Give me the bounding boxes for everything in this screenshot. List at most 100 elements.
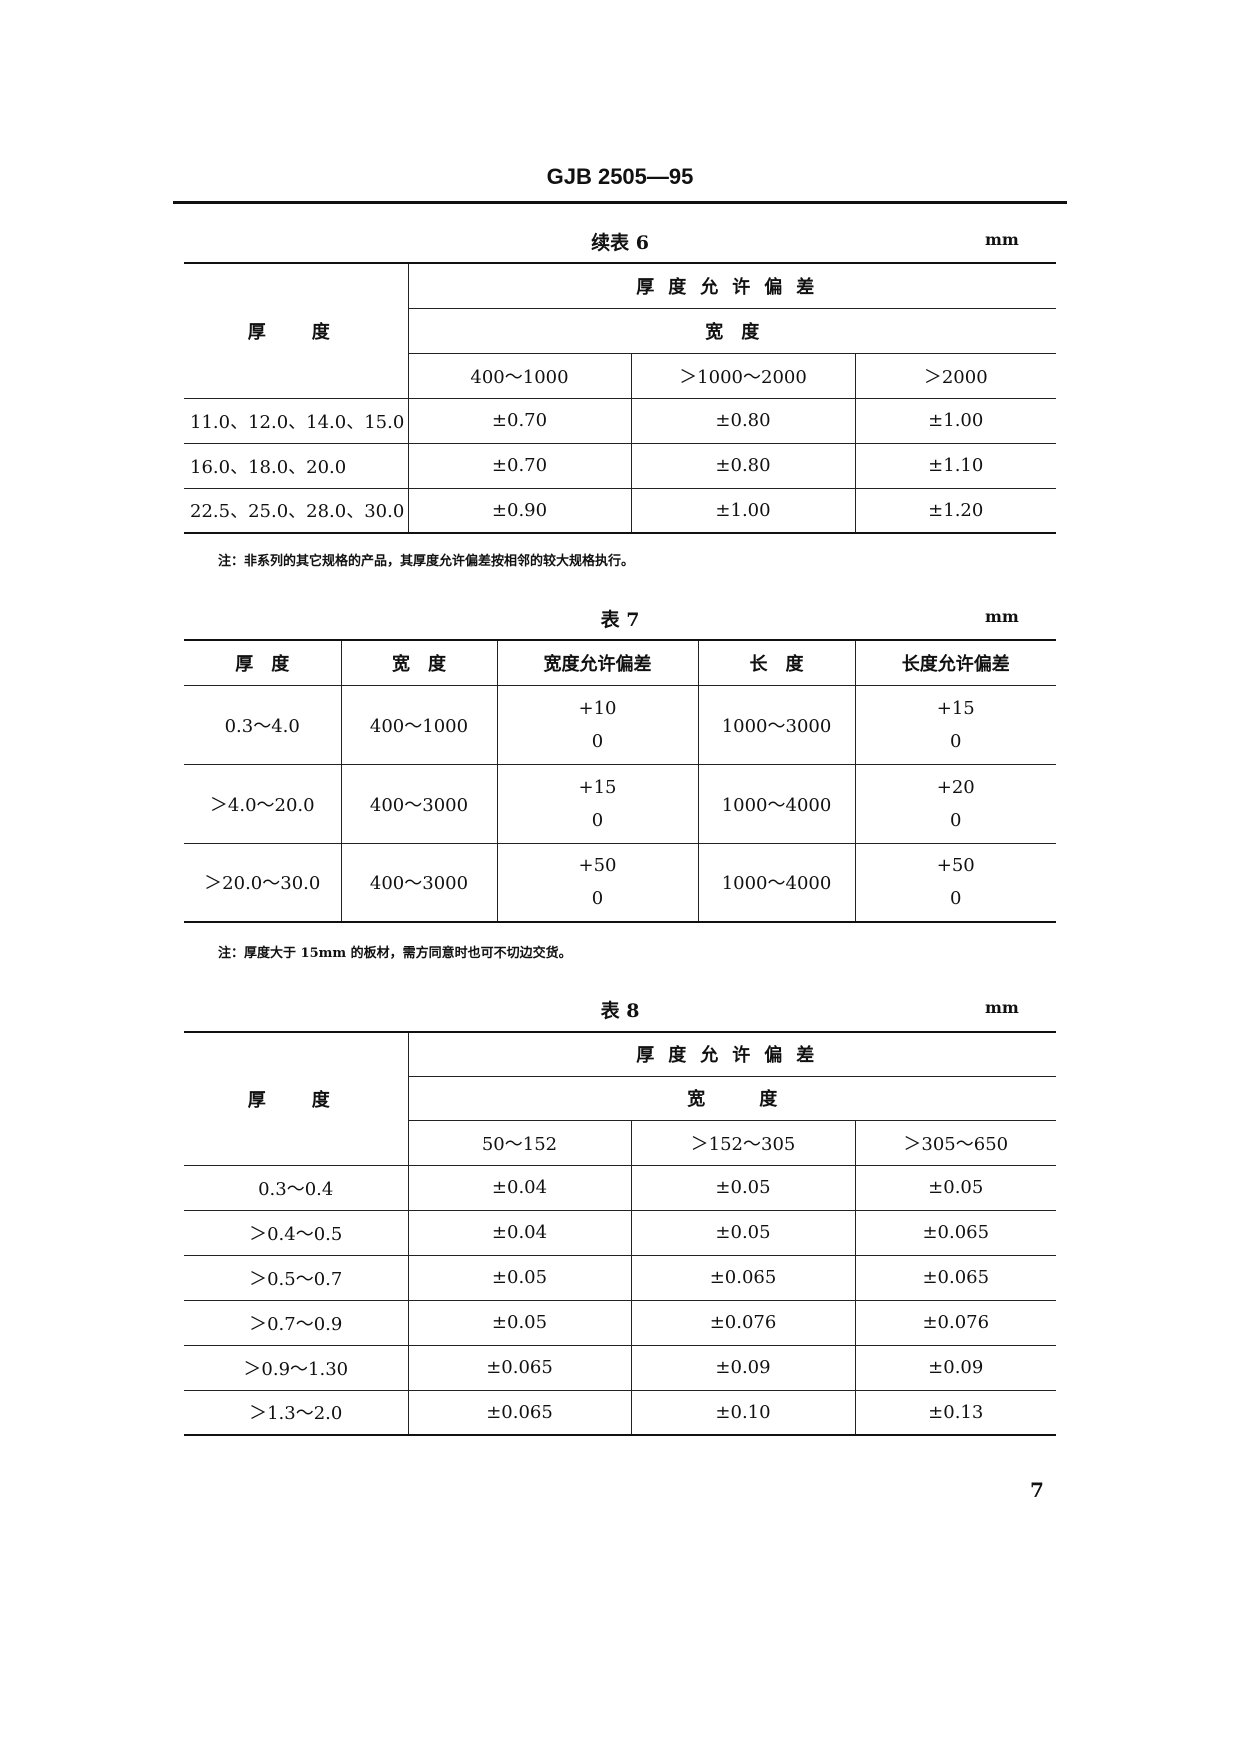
- value-cell: ±0.80: [630, 397, 856, 444]
- table-row: ＞20.0～30.0 400～3000 +50 0 1000～4000 +50 0: [184, 842, 1056, 923]
- table6-subgroup-header: 宽 度: [408, 307, 1057, 354]
- value-cell: ±1.00: [854, 397, 1057, 444]
- table7: 厚 度 宽 度 宽度允许偏差 长 度 长度允许偏差 0.3～4.0 400～10…: [184, 639, 1056, 923]
- thickness-cell: ＞0.9～1.30: [184, 1344, 409, 1391]
- lower-tolerance: 0: [950, 809, 962, 831]
- table-row: ＞1.3～2.0 ±0.065 ±0.10 ±0.13: [184, 1389, 1057, 1436]
- table-row: ＞4.0～20.0 400～3000 +15 0 1000～4000 +20 0: [184, 763, 1056, 844]
- thickness-cell: ＞1.3～2.0: [184, 1389, 409, 1436]
- table-row: ＞0.5～0.7 ±0.05 ±0.065 ±0.065: [184, 1254, 1057, 1301]
- upper-tolerance: +15: [936, 697, 975, 719]
- value-cell: ±0.05: [407, 1299, 632, 1346]
- length-cell: 1000～3000: [697, 684, 856, 765]
- table7-title: 表 7: [600, 609, 640, 631]
- value-cell: ±0.04: [407, 1209, 632, 1256]
- width-cell: 400～3000: [340, 842, 498, 923]
- table6-note: 注：非系列的其它规格的产品，其厚度允许偏差按相邻的较大规格执行。: [218, 554, 635, 569]
- table6-width-col: 400～1000: [408, 352, 632, 399]
- table6-title: 续表 6: [591, 232, 649, 254]
- value-cell: ±0.05: [630, 1164, 856, 1211]
- document-header: GJB 2505—95: [546, 164, 694, 189]
- table-row: 0.3～0.4 ±0.04 ±0.05 ±0.05: [184, 1164, 1057, 1211]
- table-row: ＞0.9～1.30 ±0.065 ±0.09 ±0.09: [184, 1344, 1057, 1391]
- table-row: ＞0.7～0.9 ±0.05 ±0.076 ±0.076: [184, 1299, 1057, 1346]
- lower-tolerance: 0: [950, 888, 962, 910]
- length-cell: 1000～4000: [697, 763, 856, 844]
- upper-tolerance: +20: [936, 776, 975, 798]
- table8-col-thickness: 厚 度: [184, 1031, 409, 1166]
- table7-header: 厚 度: [184, 639, 342, 686]
- table6-group-header: 厚度允许偏差: [407, 262, 1057, 309]
- value-cell: ±0.05: [854, 1164, 1057, 1211]
- length-cell: 1000～4000: [697, 842, 856, 923]
- table-row: 11.0、12.0、14.0、15.0 ±0.70 ±0.80 ±1.00: [184, 397, 1057, 444]
- length-tolerance-cell: +50 0: [854, 842, 1056, 923]
- page-number: 7: [1030, 1478, 1044, 1502]
- lower-tolerance: 0: [591, 730, 604, 752]
- lower-tolerance: 0: [950, 730, 962, 752]
- table6-width-col: ＞2000: [854, 352, 1057, 399]
- table8-subgroup-header: 宽 度: [408, 1075, 1057, 1121]
- width-tolerance-cell: +15 0: [496, 763, 699, 844]
- value-cell: ±0.70: [407, 442, 632, 489]
- table-row: 0.3～4.0 400～1000 +10 0 1000～3000 +15 0: [184, 684, 1056, 765]
- thickness-cell: 16.0、18.0、20.0: [184, 442, 409, 489]
- table6: 厚 度 厚度允许偏差 宽 度 400～1000 ＞1000～2000 ＞2000…: [184, 262, 1057, 534]
- upper-tolerance: +15: [578, 776, 617, 798]
- value-cell: ±0.70: [407, 397, 632, 444]
- table8-unit: mm: [985, 998, 1019, 1017]
- value-cell: ±0.076: [630, 1299, 856, 1346]
- value-cell: ±0.04: [407, 1164, 632, 1211]
- length-tolerance-cell: +20 0: [854, 763, 1056, 844]
- thickness-cell: ＞20.0～30.0: [184, 842, 342, 923]
- header-rule: [173, 201, 1067, 204]
- thickness-cell: 0.3～0.4: [184, 1164, 409, 1211]
- table7-header: 宽度允许偏差: [496, 639, 699, 686]
- value-cell: ±0.05: [630, 1209, 856, 1256]
- table-row: ＞0.4～0.5 ±0.04 ±0.05 ±0.065: [184, 1209, 1057, 1256]
- table7-unit: mm: [985, 607, 1019, 626]
- value-cell: ±0.13: [854, 1389, 1057, 1436]
- table8: 厚 度 厚度允许偏差 宽 度 50～152 ＞152～305 ＞305～650 …: [184, 1031, 1057, 1436]
- value-cell: ±0.065: [854, 1209, 1057, 1256]
- lower-tolerance: 0: [591, 809, 604, 831]
- table8-group-header: 厚度允许偏差: [407, 1031, 1057, 1077]
- value-cell: ±0.05: [407, 1254, 632, 1301]
- table8-width-col: ＞305～650: [854, 1119, 1057, 1166]
- width-cell: 400～3000: [340, 763, 498, 844]
- value-cell: ±1.00: [630, 487, 856, 534]
- table7-note: 注：厚度大于 15mm 的板材，需方同意时也可不切边交货。: [218, 946, 572, 961]
- value-cell: ±0.90: [407, 487, 632, 534]
- value-cell: ±0.065: [854, 1254, 1057, 1301]
- value-cell: ±0.065: [630, 1254, 856, 1301]
- table6-col-thickness: 厚 度: [184, 262, 409, 399]
- value-cell: ±0.065: [407, 1389, 632, 1436]
- table7-header: 长度允许偏差: [854, 639, 1056, 686]
- value-cell: ±0.065: [407, 1344, 632, 1391]
- upper-tolerance: +50: [936, 855, 975, 877]
- value-cell: ±1.20: [854, 487, 1057, 534]
- table-row: 16.0、18.0、20.0 ±0.70 ±0.80 ±1.10: [184, 442, 1057, 489]
- table8-title: 表 8: [600, 1000, 640, 1022]
- value-cell: ±0.076: [854, 1299, 1057, 1346]
- thickness-cell: 22.5、25.0、28.0、30.0: [184, 487, 409, 534]
- table-row: 22.5、25.0、28.0、30.0 ±0.90 ±1.00 ±1.20: [184, 487, 1057, 534]
- width-tolerance-cell: +50 0: [496, 842, 699, 923]
- table6-unit: mm: [985, 230, 1019, 249]
- thickness-cell: 11.0、12.0、14.0、15.0: [184, 397, 409, 444]
- length-tolerance-cell: +15 0: [854, 684, 1056, 765]
- upper-tolerance: +50: [578, 855, 617, 877]
- table8-width-col: ＞152～305: [630, 1119, 856, 1166]
- value-cell: ±0.80: [630, 442, 856, 489]
- value-cell: ±1.10: [854, 442, 1057, 489]
- thickness-cell: ＞0.4～0.5: [184, 1209, 409, 1256]
- lower-tolerance: 0: [591, 888, 604, 910]
- table6-width-col: ＞1000～2000: [630, 352, 856, 399]
- thickness-cell: 0.3～4.0: [184, 684, 342, 765]
- upper-tolerance: +10: [578, 697, 617, 719]
- value-cell: ±0.10: [630, 1389, 856, 1436]
- table8-width-col: 50～152: [408, 1119, 632, 1166]
- width-cell: 400～1000: [340, 684, 498, 765]
- width-tolerance-cell: +10 0: [496, 684, 699, 765]
- value-cell: ±0.09: [630, 1344, 856, 1391]
